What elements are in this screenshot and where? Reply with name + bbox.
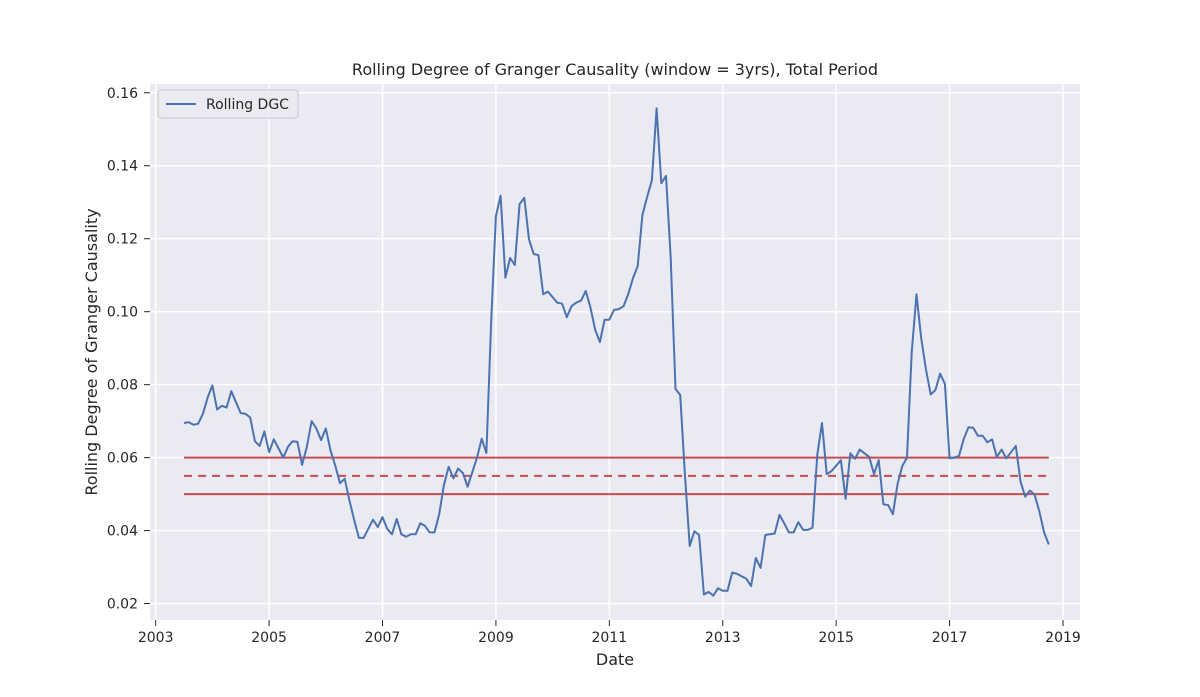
legend: Rolling DGC	[157, 89, 299, 119]
y-tick-label: 0.06	[107, 451, 138, 467]
x-tick-label: 2003	[138, 630, 174, 646]
y-tick-label: 0.14	[107, 159, 138, 175]
y-tick-label: 0.08	[107, 378, 138, 394]
x-tick-label: 2013	[705, 630, 741, 646]
x-tick-label: 2007	[365, 630, 401, 646]
legend-label: Rolling DGC	[206, 97, 289, 113]
y-tick-label: 0.04	[107, 524, 138, 540]
x-tick-label: 2009	[478, 630, 514, 646]
y-axis-ticks: 0.02 0.04 0.06 0.08 0.10 0.12 0.14 0.16	[107, 86, 150, 613]
x-axis-ticks: 2003 2005 2007 2009 2011 2013 2015 2017 2019	[138, 620, 1081, 646]
series-group	[183, 107, 1050, 597]
x-tick-label: 2019	[1045, 630, 1081, 646]
y-axis-label: Rolling Degree of Granger Causality	[82, 208, 101, 495]
x-tick-label: 2011	[592, 630, 628, 646]
y-tick-label: 0.10	[107, 305, 138, 321]
legend-box	[157, 89, 299, 119]
chart-title: Rolling Degree of Granger Causality (win…	[352, 60, 878, 79]
plot-background	[150, 84, 1080, 620]
series-line-rolling-dgc	[183, 107, 1050, 597]
threshold-lines	[184, 456, 1049, 496]
y-tick-label: 0.16	[107, 86, 138, 102]
x-tick-label: 2005	[251, 630, 287, 646]
x-axis-label: Date	[596, 650, 634, 669]
y-tick-label: 0.12	[107, 232, 138, 248]
x-tick-label: 2017	[932, 630, 968, 646]
y-tick-label: 0.02	[107, 597, 138, 613]
x-tick-label: 2015	[818, 630, 854, 646]
